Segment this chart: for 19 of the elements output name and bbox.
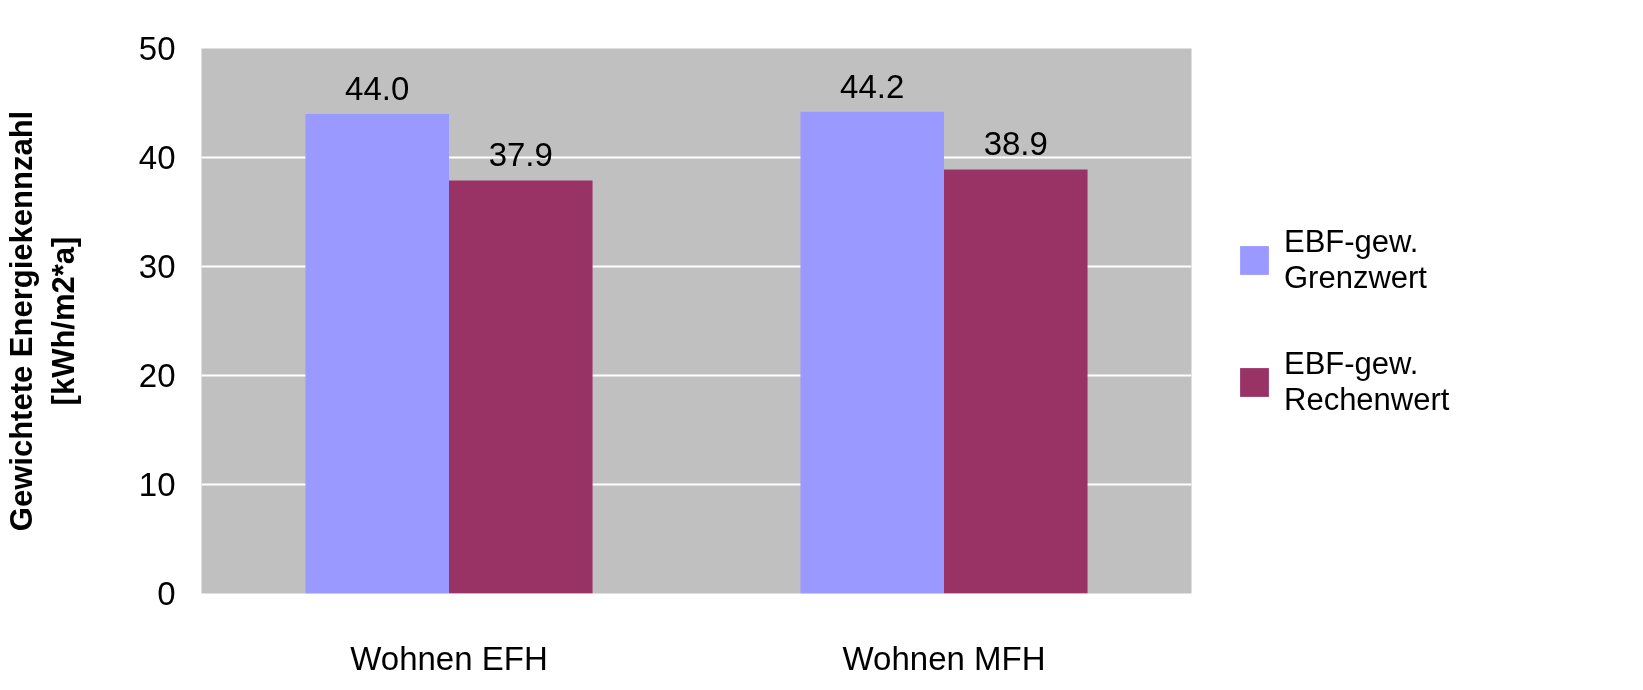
y-tick-label: 20 (138, 357, 176, 394)
bar (449, 180, 593, 594)
x-tick-label: Wohnen EFH (350, 639, 548, 677)
y-tick-label: 30 (138, 248, 176, 285)
bar (944, 169, 1088, 594)
y-tick-label: 50 (138, 30, 176, 67)
bar (800, 111, 944, 594)
x-tick-label: Wohnen MFH (842, 639, 1046, 677)
data-label: 44.0 (345, 69, 410, 107)
y-tick-label: 0 (157, 575, 176, 612)
data-label: 38.9 (983, 125, 1048, 163)
data-label: 44.2 (840, 67, 905, 105)
bar (305, 113, 449, 594)
data-label: 37.9 (488, 136, 553, 174)
legend-label: EBF-gew. Rechenwert (1284, 345, 1450, 418)
legend-label: EBF-gew. Grenzwert (1284, 223, 1427, 296)
y-tick-label: 10 (138, 466, 176, 503)
y-tick-label: 40 (138, 139, 176, 176)
y-axis-title: Gewichtete Energiekennzahl [kWh/m2*a] (3, 110, 81, 532)
